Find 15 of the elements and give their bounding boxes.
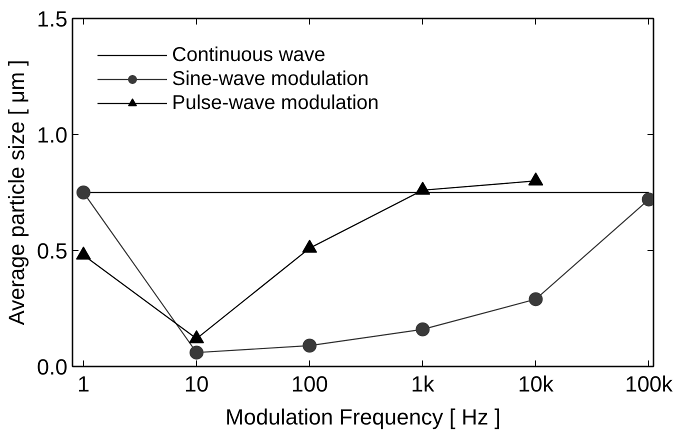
x-tick-label: 100k <box>624 372 674 396</box>
y-tick-label: 0.5 <box>36 238 68 264</box>
x-tick-label: 1 <box>77 372 90 396</box>
legend-label: Sine-wave modulation <box>172 67 369 91</box>
x-tick-label: 10 <box>184 372 209 396</box>
y-tick-label: 1.0 <box>36 122 68 148</box>
x-tick-label: 100 <box>291 372 328 396</box>
legend-label: Pulse-wave modulation <box>172 91 379 115</box>
y-axis-title: Average particle size [ μm ] <box>4 60 29 326</box>
x-tick-label: 10k <box>518 372 554 396</box>
y-tick-label: 1.5 <box>36 6 68 32</box>
y-tick-label: 0.0 <box>36 354 68 380</box>
x-axis-title: Modulation Frequency [ Hz ] <box>225 404 501 430</box>
x-tick-label: 1k <box>411 372 436 396</box>
legend-label: Continuous wave <box>172 43 326 67</box>
